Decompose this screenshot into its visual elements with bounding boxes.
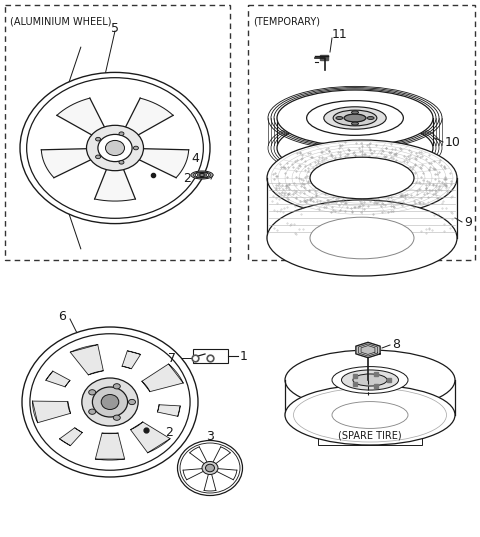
Ellipse shape xyxy=(351,122,359,125)
Ellipse shape xyxy=(367,117,374,120)
Ellipse shape xyxy=(106,141,124,156)
Bar xyxy=(318,430,422,445)
Ellipse shape xyxy=(332,402,408,429)
Ellipse shape xyxy=(202,461,218,475)
Ellipse shape xyxy=(324,107,386,129)
Polygon shape xyxy=(60,428,82,446)
Ellipse shape xyxy=(113,383,120,389)
Ellipse shape xyxy=(82,378,138,426)
Ellipse shape xyxy=(285,385,455,445)
Polygon shape xyxy=(122,98,173,139)
Text: 7: 7 xyxy=(168,352,176,365)
Text: (TEMPORARY): (TEMPORARY) xyxy=(253,16,320,26)
Ellipse shape xyxy=(92,387,128,417)
Text: 10: 10 xyxy=(445,135,461,149)
Ellipse shape xyxy=(98,134,132,162)
Ellipse shape xyxy=(101,395,119,410)
Ellipse shape xyxy=(310,157,414,199)
Polygon shape xyxy=(157,405,180,416)
Ellipse shape xyxy=(96,137,101,141)
Ellipse shape xyxy=(332,367,408,394)
Ellipse shape xyxy=(277,120,433,176)
Ellipse shape xyxy=(133,146,138,150)
Text: (SPARE TIRE): (SPARE TIRE) xyxy=(338,430,402,440)
Ellipse shape xyxy=(351,111,359,114)
Ellipse shape xyxy=(119,161,124,164)
Polygon shape xyxy=(122,351,141,369)
Bar xyxy=(248,5,475,260)
Ellipse shape xyxy=(89,409,96,415)
Ellipse shape xyxy=(20,72,210,223)
Ellipse shape xyxy=(89,390,96,395)
Bar xyxy=(5,5,230,260)
Ellipse shape xyxy=(344,114,366,122)
Text: 2: 2 xyxy=(165,425,173,439)
Polygon shape xyxy=(320,55,328,60)
Ellipse shape xyxy=(310,217,414,259)
Polygon shape xyxy=(142,364,183,391)
Text: 4: 4 xyxy=(191,152,199,165)
Ellipse shape xyxy=(277,90,433,146)
Ellipse shape xyxy=(307,100,403,135)
Polygon shape xyxy=(46,371,70,387)
Ellipse shape xyxy=(267,140,457,216)
Polygon shape xyxy=(356,342,380,358)
Ellipse shape xyxy=(113,415,120,420)
Polygon shape xyxy=(131,422,170,453)
Ellipse shape xyxy=(285,350,455,410)
Polygon shape xyxy=(70,345,103,375)
Polygon shape xyxy=(96,433,125,460)
Ellipse shape xyxy=(267,200,457,276)
Ellipse shape xyxy=(333,110,377,126)
Ellipse shape xyxy=(341,370,398,390)
Bar xyxy=(193,349,228,363)
Text: 2: 2 xyxy=(183,171,191,185)
Ellipse shape xyxy=(129,400,135,404)
Text: 1: 1 xyxy=(240,350,248,362)
Ellipse shape xyxy=(86,125,144,171)
Polygon shape xyxy=(41,149,98,178)
Ellipse shape xyxy=(205,465,215,471)
Text: 3: 3 xyxy=(206,430,214,443)
Ellipse shape xyxy=(336,117,343,120)
Ellipse shape xyxy=(96,155,101,158)
Text: 8: 8 xyxy=(392,338,400,352)
Polygon shape xyxy=(33,401,71,423)
Ellipse shape xyxy=(191,171,213,179)
Text: 9: 9 xyxy=(464,215,472,229)
Ellipse shape xyxy=(178,440,242,496)
Text: (ALUMINIUM WHEEL): (ALUMINIUM WHEEL) xyxy=(10,16,111,26)
Polygon shape xyxy=(57,98,108,139)
Text: 5: 5 xyxy=(111,22,119,35)
Text: 11: 11 xyxy=(332,28,348,41)
Ellipse shape xyxy=(353,374,387,386)
Polygon shape xyxy=(132,149,189,178)
Ellipse shape xyxy=(119,132,124,135)
Text: 6: 6 xyxy=(58,310,66,323)
Polygon shape xyxy=(95,162,135,201)
Ellipse shape xyxy=(22,327,198,477)
